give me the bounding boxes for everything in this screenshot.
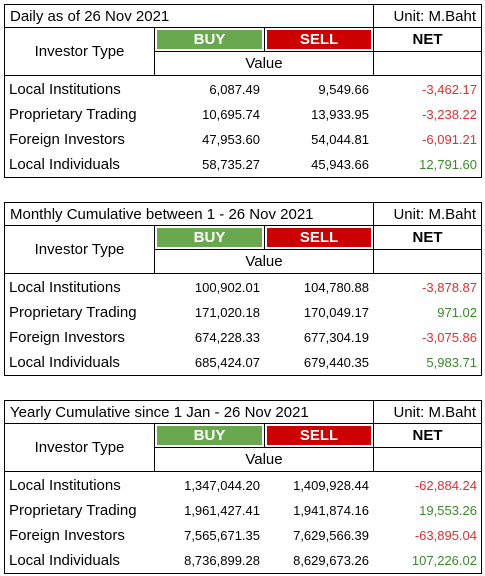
buy-value: 685,424.07 <box>194 355 260 370</box>
table-title: Daily as of 26 Nov 2021 <box>4 4 374 28</box>
investor-name: Local Individuals <box>9 354 120 371</box>
table-title: Monthly Cumulative between 1 - 26 Nov 20… <box>4 202 374 226</box>
net-value: -6,091.21 <box>422 132 477 147</box>
value-header: Value <box>154 249 374 274</box>
buy-value: 7,565,671.35 <box>184 528 260 543</box>
blank-cell <box>373 249 482 274</box>
sell-header: SELL <box>264 27 374 52</box>
table-title: Yearly Cumulative since 1 Jan - 26 Nov 2… <box>4 400 374 424</box>
net-value: -3,238.22 <box>422 107 477 122</box>
investor-name: Local Individuals <box>9 156 120 173</box>
buy-header: BUY <box>154 423 265 448</box>
investor-name: Foreign Investors <box>9 131 125 148</box>
buy-value: 171,020.18 <box>194 305 260 320</box>
sell-value: 1,409,928.44 <box>293 478 369 493</box>
buy-value: 47,953.60 <box>202 132 260 147</box>
net-value: -3,075.86 <box>422 330 477 345</box>
investor-name: Local Institutions <box>9 477 121 494</box>
investor-name: Proprietary Trading <box>9 502 137 519</box>
unit-label: Unit: M.Baht <box>373 4 482 28</box>
investor-type-header: Investor Type <box>4 27 155 76</box>
net-header: NET <box>373 27 482 52</box>
net-value: 107,226.02 <box>411 553 477 568</box>
value-header: Value <box>154 447 374 472</box>
sell-value: 8,629,673.26 <box>293 553 369 568</box>
net-header: NET <box>373 225 482 250</box>
blank-cell <box>373 51 482 76</box>
buy-header: BUY <box>154 27 265 52</box>
investor-name: Local Individuals <box>9 552 120 569</box>
sell-header: SELL <box>264 225 374 250</box>
blank-cell <box>373 447 482 472</box>
sell-value: 9,549.66 <box>318 82 369 97</box>
sell-value: 54,044.81 <box>311 132 369 147</box>
sell-value: 677,304.19 <box>303 330 369 345</box>
unit-label: Unit: M.Baht <box>373 202 482 226</box>
investor-type-header: Investor Type <box>4 423 155 472</box>
buy-value: 6,087.49 <box>209 82 260 97</box>
net-header: NET <box>373 423 482 448</box>
buy-value: 10,695.74 <box>202 107 260 122</box>
sell-value: 13,933.95 <box>311 107 369 122</box>
investor-name: Proprietary Trading <box>9 106 137 123</box>
buy-value: 1,347,044.20 <box>184 478 260 493</box>
sell-value: 679,440.35 <box>303 355 369 370</box>
net-value: -63,895.04 <box>414 528 477 543</box>
unit-label: Unit: M.Baht <box>373 400 482 424</box>
value-header: Value <box>154 51 374 76</box>
buy-value: 8,736,899.28 <box>184 553 260 568</box>
buy-value: 1,961,427.41 <box>184 503 260 518</box>
investor-name: Local Institutions <box>9 81 121 98</box>
buy-value: 674,228.33 <box>194 330 260 345</box>
sell-value: 45,943.66 <box>311 157 369 172</box>
investor-type-header: Investor Type <box>4 225 155 274</box>
net-value: -62,884.24 <box>414 478 477 493</box>
sell-value: 1,941,874.16 <box>293 503 369 518</box>
investor-name: Proprietary Trading <box>9 304 137 321</box>
sell-value: 7,629,566.39 <box>293 528 369 543</box>
investor-name: Local Institutions <box>9 279 121 296</box>
investor-name: Foreign Investors <box>9 527 125 544</box>
net-value: -3,462.17 <box>422 82 477 97</box>
sell-header: SELL <box>264 423 374 448</box>
net-value: 12,791.60 <box>419 157 477 172</box>
buy-value: 58,735.27 <box>202 157 260 172</box>
net-value: 19,553.26 <box>419 503 477 518</box>
buy-value: 100,902.01 <box>194 280 260 295</box>
sell-value: 170,049.17 <box>303 305 369 320</box>
buy-header: BUY <box>154 225 265 250</box>
net-value: -3,878.87 <box>422 280 477 295</box>
sell-value: 104,780.88 <box>303 280 369 295</box>
net-value: 971.02 <box>437 305 477 320</box>
net-value: 5,983.71 <box>426 355 477 370</box>
investor-name: Foreign Investors <box>9 329 125 346</box>
